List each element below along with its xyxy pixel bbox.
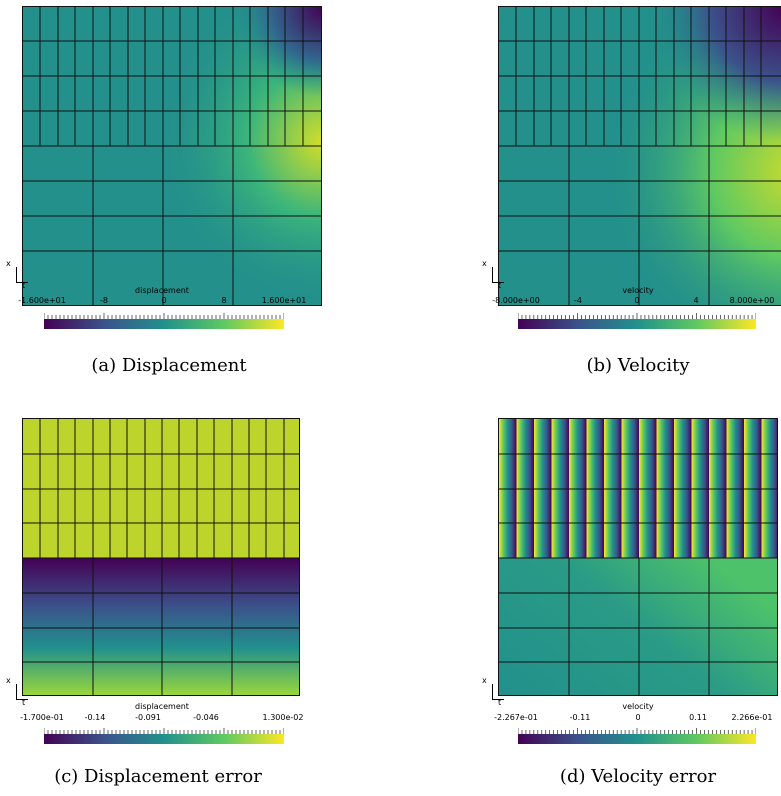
colorbar-title: displacement — [135, 286, 189, 295]
axis-t-label: t — [22, 281, 26, 290]
colorbar-tick: -2.267e-01 — [494, 713, 538, 722]
axis-x-label: x — [6, 259, 11, 268]
colorbar-tick: -1.600e+01 — [18, 296, 66, 305]
colorbar-tick: -0.14 — [84, 713, 106, 722]
axes-indicator: x t — [6, 676, 30, 707]
colorbar — [518, 319, 756, 329]
plot-velocity-error — [498, 418, 778, 696]
colorbar-ticks — [44, 313, 284, 319]
colorbar-tick: 1.300e-02 — [262, 713, 304, 722]
axis-x-label: x — [482, 676, 487, 685]
mesh-grid — [23, 7, 321, 305]
axis-t-label: t — [498, 281, 502, 290]
colorbar — [44, 319, 284, 329]
colorbar-tick: 4 — [693, 296, 699, 305]
colorbar-tick: -0.11 — [569, 713, 591, 722]
colorbar-tick: -0.091 — [135, 713, 161, 722]
colorbar-tick: 1.600e+01 — [261, 296, 307, 305]
field-displacement-error — [23, 419, 299, 695]
colorbar-tick: -1.700e-01 — [20, 713, 64, 722]
colorbar-tick: 0 — [161, 296, 167, 305]
axis-x-label: x — [482, 259, 487, 268]
colorbar-title: velocity — [622, 286, 654, 295]
colorbar-tick: 0.11 — [689, 713, 707, 722]
mesh-grid — [499, 453, 777, 695]
field-velocity-error — [499, 419, 777, 695]
axis-t-label: t — [498, 698, 502, 707]
plot-velocity — [498, 6, 781, 306]
mesh-grid — [499, 7, 781, 305]
colorbar — [518, 734, 756, 744]
caption-c: (c) Displacement error — [54, 766, 262, 787]
plot-displacement-error — [22, 418, 300, 696]
axes-indicator: x t — [6, 259, 30, 290]
colorbar-tick: 8.000e+00 — [729, 296, 775, 305]
colorbar-tick: -8.000e+00 — [492, 296, 540, 305]
mesh-grid — [23, 419, 299, 695]
colorbar-ticks — [518, 313, 756, 319]
field-displacement — [23, 7, 321, 305]
colorbar-title: displacement — [135, 702, 189, 711]
plot-displacement — [22, 6, 322, 306]
colorbar — [44, 734, 284, 744]
caption-d: (d) Velocity error — [559, 766, 717, 787]
field-velocity — [499, 7, 781, 305]
axis-t-label: t — [22, 698, 26, 707]
colorbar-tick: 0 — [634, 296, 640, 305]
caption-b: (b) Velocity — [586, 355, 690, 376]
colorbar-ticks — [44, 728, 284, 734]
caption-a: (a) Displacement — [91, 355, 247, 376]
colorbar-tick: 2.266e-01 — [731, 713, 773, 722]
colorbar-ticks — [518, 728, 756, 734]
colorbar-tick: -4 — [574, 296, 582, 305]
axes-indicator: x t — [482, 259, 506, 290]
colorbar-tick: 0 — [635, 713, 641, 722]
colorbar-title: velocity — [622, 702, 654, 711]
colorbar-tick: -8 — [100, 296, 108, 305]
colorbar-tick: 8 — [221, 296, 227, 305]
axes-indicator: x t — [482, 676, 506, 707]
axis-x-label: x — [6, 676, 11, 685]
colorbar-tick: -0.046 — [193, 713, 219, 722]
